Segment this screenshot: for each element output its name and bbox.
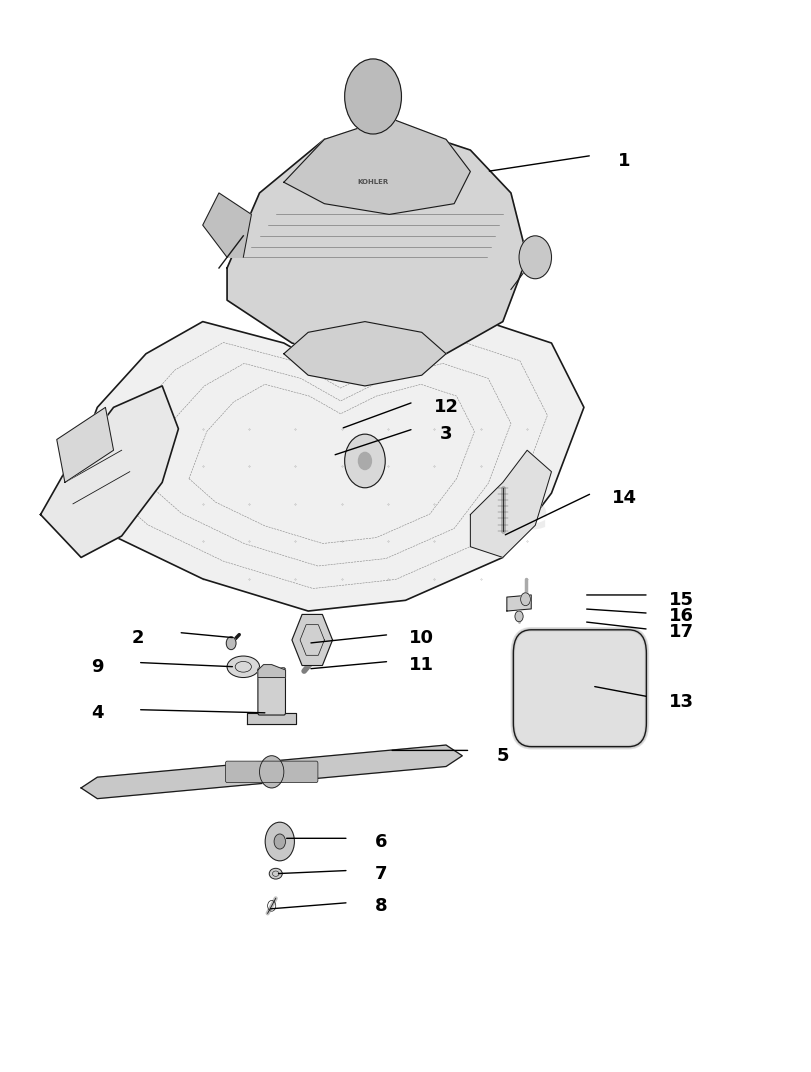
Circle shape [260, 756, 284, 788]
Circle shape [521, 593, 530, 606]
Circle shape [358, 452, 371, 470]
Text: 4: 4 [91, 704, 104, 721]
Text: Parts Tree: Parts Tree [263, 491, 548, 538]
Text: 5: 5 [496, 747, 509, 764]
Polygon shape [65, 322, 584, 611]
FancyBboxPatch shape [513, 630, 646, 746]
Text: 11: 11 [410, 656, 434, 673]
Polygon shape [284, 118, 470, 214]
Polygon shape [292, 614, 333, 666]
Polygon shape [258, 665, 285, 678]
FancyBboxPatch shape [258, 668, 285, 715]
Circle shape [519, 236, 551, 279]
Text: 14: 14 [612, 490, 637, 507]
Ellipse shape [227, 656, 260, 678]
Text: 9: 9 [91, 658, 104, 675]
Polygon shape [284, 322, 446, 386]
Circle shape [345, 434, 385, 488]
Text: 3: 3 [440, 426, 453, 443]
Circle shape [226, 637, 236, 650]
Circle shape [274, 834, 285, 849]
Text: 2: 2 [131, 629, 144, 646]
Polygon shape [227, 129, 527, 364]
Polygon shape [203, 193, 251, 257]
Circle shape [345, 59, 401, 134]
Polygon shape [247, 713, 296, 724]
Text: 13: 13 [669, 694, 693, 711]
Text: KOHLER: KOHLER [358, 179, 388, 185]
Text: 17: 17 [669, 624, 693, 641]
FancyBboxPatch shape [513, 630, 646, 746]
Polygon shape [81, 745, 462, 799]
Text: 6: 6 [375, 833, 388, 850]
Circle shape [515, 611, 523, 622]
Polygon shape [470, 450, 551, 557]
Polygon shape [507, 595, 531, 611]
Text: 8: 8 [375, 897, 388, 914]
Polygon shape [57, 407, 114, 482]
Text: 7: 7 [375, 865, 388, 882]
FancyBboxPatch shape [225, 761, 318, 783]
Text: 12: 12 [434, 399, 458, 416]
Text: 1: 1 [618, 152, 631, 169]
Circle shape [265, 822, 294, 861]
Text: 15: 15 [669, 592, 693, 609]
Text: 10: 10 [410, 629, 434, 646]
Polygon shape [41, 386, 178, 557]
Text: 16: 16 [669, 608, 693, 625]
Ellipse shape [269, 868, 282, 879]
